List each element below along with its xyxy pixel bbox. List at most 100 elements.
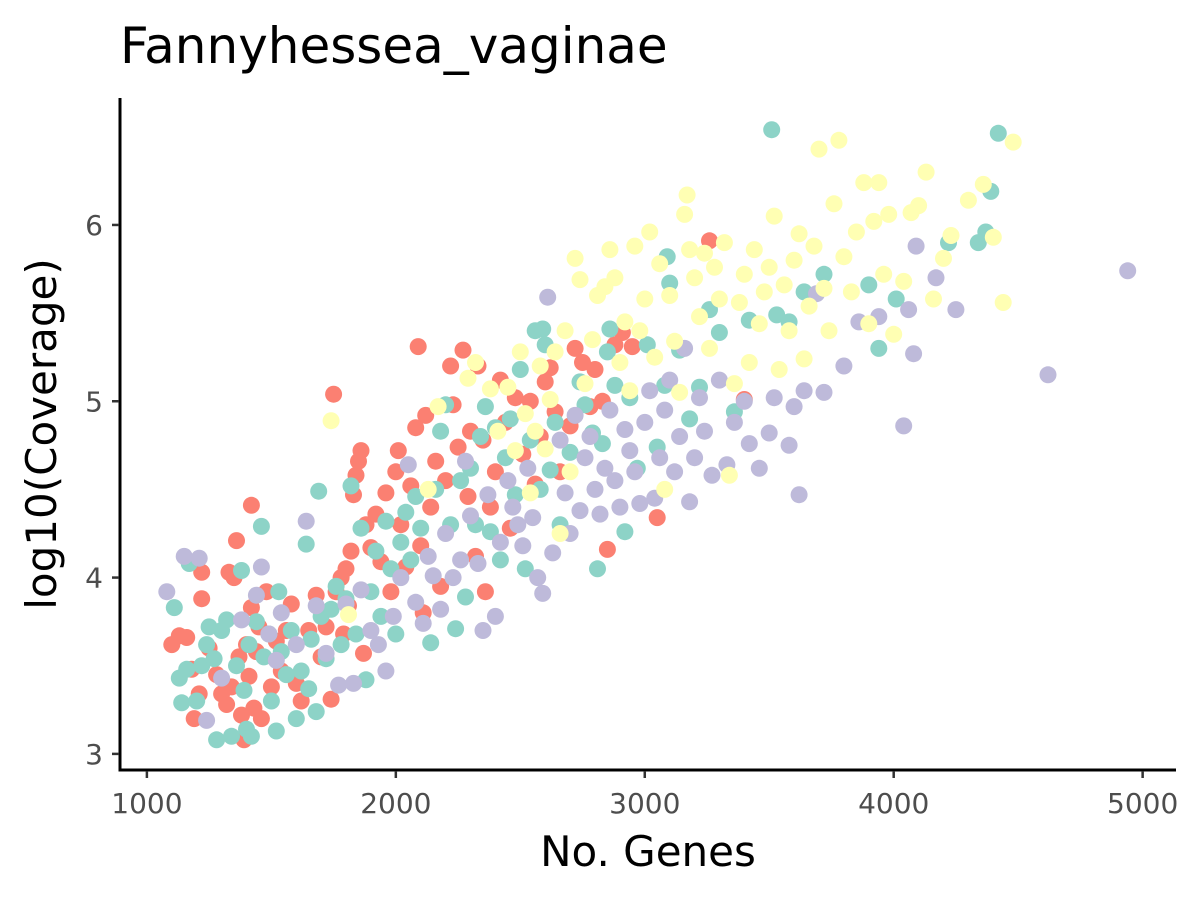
data-point-s2-90 <box>785 398 803 416</box>
x-tick-label-0: 1000 <box>111 787 182 820</box>
data-point-s1-50 <box>377 512 395 530</box>
data-point-s3-55 <box>735 265 753 283</box>
data-point-s1-13 <box>223 727 240 745</box>
data-point-s3-89 <box>925 290 942 308</box>
data-point-s0-20 <box>240 667 258 685</box>
data-point-s3-46 <box>691 308 708 326</box>
data-point-s3-74 <box>830 131 848 149</box>
points-layer <box>158 121 1137 749</box>
data-point-s2-20 <box>369 636 387 654</box>
data-point-s1-10 <box>208 731 226 749</box>
data-point-s1-57 <box>412 519 430 537</box>
data-point-s2-19 <box>362 622 380 639</box>
data-point-s0-56 <box>377 484 395 502</box>
data-point-s2-41 <box>504 498 522 516</box>
data-point-s2-76 <box>681 493 699 511</box>
data-point-s3-75 <box>835 248 853 266</box>
data-point-s0-15 <box>228 532 245 550</box>
data-point-s1-94 <box>606 376 624 394</box>
data-point-s1-7 <box>198 636 216 654</box>
data-point-s0-21 <box>242 496 260 514</box>
data-point-s2-60 <box>601 401 619 419</box>
data-point-s2-100 <box>905 345 923 363</box>
data-point-s1-115 <box>860 276 878 294</box>
data-point-s2-66 <box>631 495 649 512</box>
data-point-s0-74 <box>449 438 467 456</box>
data-point-s1-48 <box>367 542 385 560</box>
data-point-s3-29 <box>611 354 629 371</box>
data-point-s3-31 <box>621 382 639 400</box>
data-point-s3-69 <box>805 237 823 255</box>
data-point-s0-17 <box>233 706 250 724</box>
data-point-s2-46 <box>529 569 547 587</box>
data-point-s1-2 <box>173 694 191 712</box>
data-point-s0-7 <box>193 590 211 608</box>
data-point-s1-102 <box>661 274 679 292</box>
x-axis-label: No. Genes <box>540 827 756 876</box>
data-point-s1-111 <box>768 306 786 324</box>
data-point-s0-92 <box>536 373 554 391</box>
data-point-s1-113 <box>795 283 813 301</box>
data-point-s1-35 <box>307 703 325 721</box>
data-point-s2-9 <box>267 651 285 669</box>
data-point-s0-83 <box>486 463 504 481</box>
data-point-s2-28 <box>424 567 442 585</box>
data-point-s2-44 <box>519 459 537 477</box>
data-point-s1-5 <box>188 692 206 710</box>
data-point-s3-96 <box>1004 133 1022 151</box>
data-point-s2-8 <box>260 625 278 643</box>
x-tick-label-3: 4000 <box>858 787 929 820</box>
data-point-s1-53 <box>392 533 410 551</box>
data-point-s3-45 <box>686 269 704 287</box>
data-point-s2-55 <box>576 449 594 467</box>
data-point-s3-34 <box>636 290 654 308</box>
data-point-s1-33 <box>300 680 318 698</box>
data-point-s3-24 <box>584 331 601 349</box>
data-point-s2-86 <box>750 459 768 477</box>
data-point-s2-57 <box>586 480 604 498</box>
data-point-s0-50 <box>352 442 370 460</box>
data-point-s3-14 <box>531 357 549 375</box>
data-point-s1-12 <box>218 611 236 629</box>
y-axis-label: log10(Coverage) <box>17 258 66 609</box>
data-point-s3-23 <box>576 375 594 393</box>
data-point-s1-36 <box>310 482 328 500</box>
data-point-s1-83 <box>541 461 559 479</box>
data-point-s1-28 <box>277 666 295 684</box>
data-point-s2-56 <box>581 428 599 445</box>
data-point-s3-7 <box>489 422 507 440</box>
data-point-s0-39 <box>322 690 340 708</box>
data-point-s1-93 <box>601 320 619 338</box>
data-point-s3-61 <box>765 207 783 225</box>
data-point-s2-61 <box>606 472 624 490</box>
chart-title: Fannyhessea_vaginae <box>120 17 668 75</box>
data-point-s1-70 <box>481 523 499 541</box>
data-point-s2-4 <box>213 669 231 687</box>
data-point-s3-42 <box>676 205 694 223</box>
data-point-s1-72 <box>491 551 509 569</box>
data-point-s2-53 <box>566 406 584 424</box>
data-point-s3-77 <box>847 223 865 241</box>
data-point-s3-6 <box>481 380 499 398</box>
data-point-s0-72 <box>442 357 460 375</box>
data-point-s3-22 <box>571 271 589 289</box>
data-point-s1-116 <box>870 339 888 357</box>
data-point-s3-38 <box>656 480 674 498</box>
data-point-s2-33 <box>457 452 474 470</box>
data-point-s3-3 <box>429 398 447 416</box>
data-point-s1-95 <box>616 523 634 541</box>
y-tick-label-2: 5 <box>85 385 103 418</box>
data-point-s3-82 <box>875 265 893 283</box>
data-point-s2-71 <box>656 401 674 419</box>
data-point-s0-11 <box>218 696 236 713</box>
data-point-s1-81 <box>534 320 552 338</box>
data-point-s2-77 <box>686 449 704 467</box>
data-point-s0-51 <box>355 644 372 662</box>
data-point-s1-16 <box>235 681 253 699</box>
data-point-s1-49 <box>372 607 390 625</box>
data-point-s1-58 <box>422 634 440 652</box>
data-point-s2-3 <box>198 711 216 729</box>
data-point-s3-93 <box>974 175 992 193</box>
data-point-s3-16 <box>541 391 559 408</box>
